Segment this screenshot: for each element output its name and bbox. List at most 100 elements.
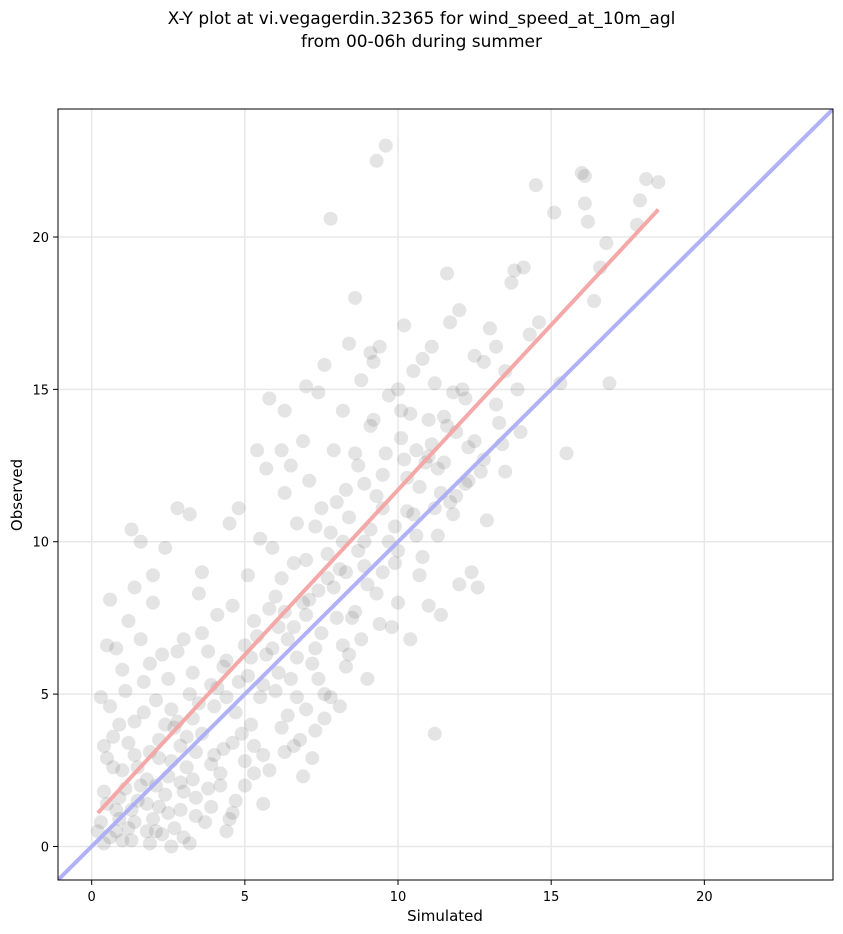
data-point (427, 726, 442, 741)
data-point (253, 690, 268, 705)
data-point (243, 717, 258, 732)
data-point (461, 440, 476, 455)
data-point (449, 489, 464, 504)
data-point (210, 681, 225, 696)
data-point (436, 409, 451, 424)
data-point (326, 443, 341, 458)
data-point (651, 175, 666, 190)
data-point (115, 763, 130, 778)
data-point (259, 647, 274, 662)
data-point (234, 726, 249, 741)
data-point (397, 452, 412, 467)
data-point (375, 565, 390, 580)
data-point (531, 315, 546, 330)
data-point (164, 839, 179, 854)
y-tick-label: 5 (41, 688, 49, 703)
data-point (256, 748, 271, 763)
data-point (139, 772, 154, 787)
y-tick-label: 15 (32, 383, 49, 398)
data-point (351, 458, 366, 473)
data-point (149, 778, 164, 793)
data-point (363, 345, 378, 360)
data-point (222, 812, 237, 827)
data-point (342, 510, 357, 525)
data-point (109, 641, 124, 656)
data-point (415, 549, 430, 564)
data-point (112, 717, 127, 732)
data-point (158, 717, 173, 732)
data-point (372, 617, 387, 632)
data-point (286, 556, 301, 571)
data-point (268, 589, 283, 604)
data-point (198, 815, 213, 830)
data-point (289, 690, 304, 705)
data-point (345, 610, 360, 625)
data-point (522, 327, 537, 342)
data-point (479, 513, 494, 528)
data-point (103, 699, 118, 714)
data-point (96, 738, 111, 753)
data-point (308, 641, 323, 656)
data-point (412, 479, 427, 494)
data-point (498, 464, 513, 479)
data-point (237, 754, 252, 769)
data-point (173, 775, 188, 790)
data-point (366, 354, 381, 369)
data-point (375, 467, 390, 482)
data-point (311, 671, 326, 686)
data-point (430, 461, 445, 476)
data-point (176, 784, 191, 799)
data-point (161, 671, 176, 686)
data-point (421, 412, 436, 427)
data-point (587, 293, 602, 308)
data-point (394, 431, 409, 446)
data-point (299, 607, 314, 622)
data-point (149, 824, 164, 839)
data-point (320, 571, 335, 586)
data-point (577, 169, 592, 184)
data-point (302, 592, 317, 607)
data-point (225, 735, 240, 750)
data-point (170, 501, 185, 516)
reference-lines (58, 109, 833, 880)
x-tick-label: 15 (543, 890, 560, 905)
data-point (599, 236, 614, 251)
data-point (240, 568, 255, 583)
data-point (633, 193, 648, 208)
data-point (253, 531, 268, 546)
data-point (342, 647, 357, 662)
data-point (103, 592, 118, 607)
data-point (292, 732, 307, 747)
data-point (314, 501, 329, 516)
data-point (440, 418, 455, 433)
data-point (311, 583, 326, 598)
data-point (231, 674, 246, 689)
data-point (121, 735, 136, 750)
identity-line (58, 109, 833, 880)
data-point (369, 489, 384, 504)
data-point (161, 805, 176, 820)
data-point (274, 571, 289, 586)
data-point (299, 702, 314, 717)
data-point (228, 793, 243, 808)
data-point (247, 766, 262, 781)
data-point (553, 376, 568, 391)
data-point (231, 501, 246, 516)
data-point (351, 543, 366, 558)
data-point (482, 321, 497, 336)
data-point (124, 802, 139, 817)
data-point (366, 412, 381, 427)
data-point (387, 556, 402, 571)
data-point (194, 565, 209, 580)
data-point (259, 461, 274, 476)
data-point (363, 418, 378, 433)
data-point (121, 821, 136, 836)
data-point (265, 540, 280, 555)
data-point (204, 757, 219, 772)
data-point (464, 565, 479, 580)
data-point (338, 482, 353, 497)
data-point (342, 336, 357, 351)
data-point (247, 738, 262, 753)
data-point (106, 729, 121, 744)
data-point (547, 205, 562, 220)
